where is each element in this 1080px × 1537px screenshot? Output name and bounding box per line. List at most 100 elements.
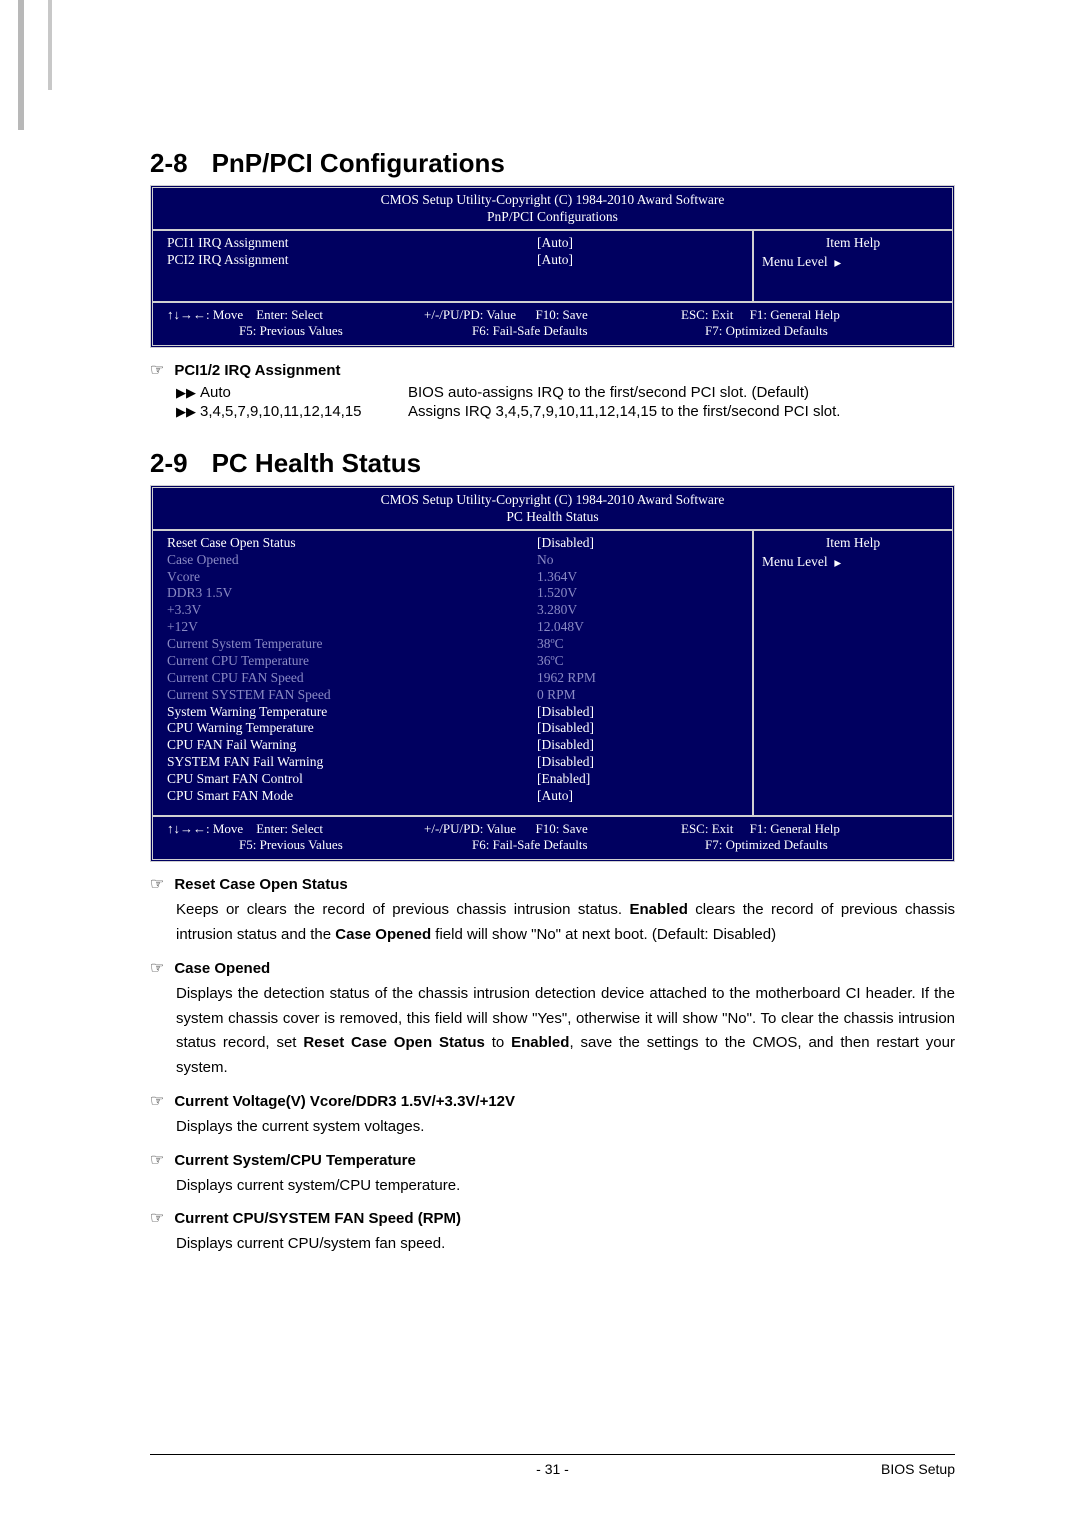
section-number: 2-9 (150, 448, 188, 479)
bios-row: CPU FAN Fail Warning[Disabled] (167, 737, 742, 754)
footer-f5: F5: Previous Values (167, 323, 472, 339)
bios-row-value: [Disabled] (457, 737, 742, 754)
bios-row-value: [Disabled] (457, 720, 742, 737)
bios-panel-pnp: CMOS Setup Utility-Copyright (C) 1984-20… (150, 185, 955, 348)
bios-row: +12V12.048V (167, 619, 742, 636)
bios-row: Current System Temperature38ºC (167, 636, 742, 653)
option-value-key: ▶▶3,4,5,7,9,10,11,12,14,15 (176, 403, 408, 420)
bios-right-pane: Item Help Menu Level ▸ (752, 231, 952, 301)
section-title: PC Health Status (212, 448, 422, 479)
bios-row: CPU Warning Temperature[Disabled] (167, 720, 742, 737)
bios-row-value: [Enabled] (457, 771, 742, 788)
option-paragraph: Displays current CPU/system fan speed. (176, 1232, 955, 1257)
option-value-row: ▶▶AutoBIOS auto-assigns IRQ to the first… (176, 384, 955, 401)
bios-row-label: Current CPU Temperature (167, 653, 457, 670)
bios-row-label: DDR3 1.5V (167, 585, 457, 602)
option-heading-row: ☞Current CPU/SYSTEM FAN Speed (RPM) (150, 1208, 955, 1228)
bios-row-value: [Auto] (457, 252, 742, 269)
bios-row-value: [Disabled] (457, 535, 742, 552)
bios-row-label: CPU Smart FAN Control (167, 771, 457, 788)
bios-row: Vcore1.364V (167, 569, 742, 586)
option-heading: Reset Case Open Status (174, 876, 347, 893)
bios-row-label: CPU Warning Temperature (167, 720, 457, 737)
binding-mark-inner (48, 0, 52, 90)
option-block-pci-irq: ☞ PCI1/2 IRQ Assignment ▶▶AutoBIOS auto-… (150, 360, 955, 420)
page-number: - 31 - (418, 1461, 686, 1477)
bios-row: PCI2 IRQ Assignment[Auto] (167, 252, 742, 269)
bios-row-label: Current SYSTEM FAN Speed (167, 687, 457, 704)
bios-left-pane: Reset Case Open Status[Disabled]Case Ope… (153, 531, 752, 815)
bios-row-label: CPU Smart FAN Mode (167, 788, 457, 805)
bios-row-value: 38ºC (457, 636, 742, 653)
footer-pupd: +/-/PU/PD: Value F10: Save (424, 821, 681, 837)
bios-row: +3.3V3.280V (167, 602, 742, 619)
bios-row: Current SYSTEM FAN Speed0 RPM (167, 687, 742, 704)
hand-icon: ☞ (150, 1091, 164, 1111)
bios-row-value: 1962 RPM (457, 670, 742, 687)
bios-row-value: 12.048V (457, 619, 742, 636)
option-heading: Case Opened (174, 960, 270, 977)
bios-header: CMOS Setup Utility-Copyright (C) 1984-20… (153, 488, 952, 531)
bios-footer: ↑↓→←: Move Enter: Select +/-/PU/PD: Valu… (153, 301, 952, 346)
bios-row-label: Case Opened (167, 552, 457, 569)
bios-row: System Warning Temperature[Disabled] (167, 704, 742, 721)
option-value-key: ▶▶Auto (176, 384, 408, 401)
bios-copyright: CMOS Setup Utility-Copyright (C) 1984-20… (153, 192, 952, 209)
bios-row-value: 3.280V (457, 602, 742, 619)
bios-row-label: PCI1 IRQ Assignment (167, 235, 457, 252)
hand-icon: ☞ (150, 958, 164, 978)
bios-row-label: +12V (167, 619, 457, 636)
page-footer: - 31 - BIOS Setup (150, 1454, 955, 1477)
option-heading-row: ☞ Case Opened (150, 958, 955, 978)
footer-f5: F5: Previous Values (167, 837, 472, 853)
option-paragraph: Keeps or clears the record of previous c… (176, 898, 955, 948)
footer-pupd: +/-/PU/PD: Value F10: Save (424, 307, 681, 323)
bios-header: CMOS Setup Utility-Copyright (C) 1984-20… (153, 188, 952, 231)
bios-subtitle: PnP/PCI Configurations (153, 209, 952, 226)
bios-row: DDR3 1.5V1.520V (167, 585, 742, 602)
bios-row: Current CPU FAN Speed1962 RPM (167, 670, 742, 687)
menu-level-label: Menu Level ▸ (762, 254, 944, 271)
bios-row-label: System Warning Temperature (167, 704, 457, 721)
bios-row: Current CPU Temperature36ºC (167, 653, 742, 670)
item-help-label: Item Help (762, 235, 944, 254)
item-help-label: Item Help (762, 535, 944, 554)
footer-f6: F6: Fail-Safe Defaults (472, 837, 705, 853)
option-heading-row: ☞Current System/CPU Temperature (150, 1150, 955, 1170)
footer-esc: ESC: Exit F1: General Help (681, 307, 938, 323)
bios-row-value: No (457, 552, 742, 569)
bios-row-value: [Disabled] (457, 704, 742, 721)
bios-row-label: Current System Temperature (167, 636, 457, 653)
bios-row: Case OpenedNo (167, 552, 742, 569)
bios-left-pane: PCI1 IRQ Assignment[Auto]PCI2 IRQ Assign… (153, 231, 752, 301)
bios-row-value: [Auto] (457, 235, 742, 252)
options-2-9: ☞ Reset Case Open Status Keeps or clears t… (150, 874, 955, 1257)
option-paragraph: Displays current system/CPU temperature. (176, 1174, 955, 1199)
section-title: PnP/PCI Configurations (212, 148, 505, 179)
bios-row-label: PCI2 IRQ Assignment (167, 252, 457, 269)
triangle-icon: ▸ (834, 555, 841, 572)
bios-row: CPU Smart FAN Control[Enabled] (167, 771, 742, 788)
hand-icon: ☞ (150, 1150, 164, 1170)
footer-f7: F7: Optimized Defaults (705, 837, 938, 853)
footer-move: ↑↓→←: Move Enter: Select (167, 821, 424, 837)
bios-row: PCI1 IRQ Assignment[Auto] (167, 235, 742, 252)
section-heading-2-9: 2-9 PC Health Status (150, 448, 955, 479)
bios-row-value: [Auto] (457, 788, 742, 805)
bios-row-label: +3.3V (167, 602, 457, 619)
bios-row-label: Current CPU FAN Speed (167, 670, 457, 687)
bios-row: SYSTEM FAN Fail Warning[Disabled] (167, 754, 742, 771)
option-heading: PCI1/2 IRQ Assignment (174, 362, 340, 379)
footer-f7: F7: Optimized Defaults (705, 323, 938, 339)
option-heading-row: ☞Current Voltage(V) Vcore/DDR3 1.5V/+3.3… (150, 1091, 955, 1111)
option-paragraph: Displays the detection status of the cha… (176, 982, 955, 1081)
option-value-desc: BIOS auto-assigns IRQ to the first/secon… (408, 384, 955, 401)
bios-panel-health: CMOS Setup Utility-Copyright (C) 1984-20… (150, 485, 955, 862)
bios-row-label: SYSTEM FAN Fail Warning (167, 754, 457, 771)
option-paragraph: Displays the current system voltages. (176, 1115, 955, 1140)
section-number: 2-8 (150, 148, 188, 179)
hand-icon: ☞ (150, 1208, 164, 1228)
bios-copyright: CMOS Setup Utility-Copyright (C) 1984-20… (153, 492, 952, 509)
bios-footer: ↑↓→←: Move Enter: Select +/-/PU/PD: Valu… (153, 815, 952, 860)
footer-esc: ESC: Exit F1: General Help (681, 821, 938, 837)
